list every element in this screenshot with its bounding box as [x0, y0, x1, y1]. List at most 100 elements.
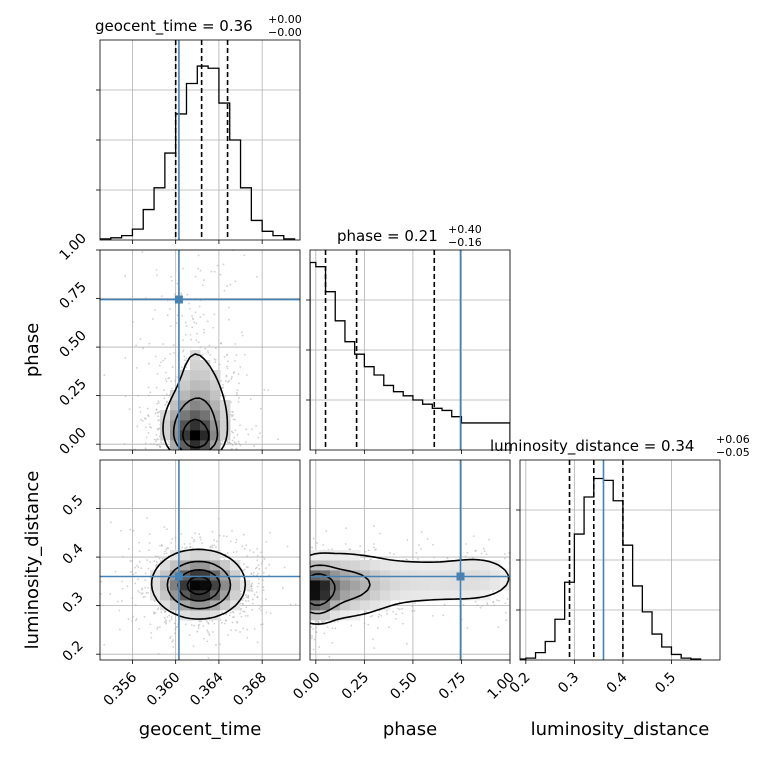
- sample-point: [256, 596, 259, 599]
- sample-point: [286, 559, 288, 561]
- sample-point: [475, 549, 477, 552]
- density-bin: [190, 610, 201, 621]
- sample-point: [411, 610, 414, 612]
- sample-point: [224, 458, 226, 460]
- sample-point: [301, 580, 303, 582]
- sample-point: [150, 466, 152, 468]
- sample-point: [220, 442, 223, 445]
- sample-point: [157, 438, 159, 440]
- sample-point: [147, 415, 150, 417]
- sample-point: [146, 407, 149, 410]
- sample-point: [301, 615, 303, 617]
- density-bin: [230, 580, 241, 591]
- sample-point: [296, 586, 298, 588]
- sample-point: [230, 447, 233, 450]
- x-tick-label-luminosity_distance: 0.5: [652, 670, 679, 697]
- sample-point: [269, 615, 271, 617]
- sample-point: [275, 613, 277, 615]
- sample-point: [194, 311, 197, 314]
- sample-point: [199, 538, 202, 541]
- sample-point: [207, 622, 210, 624]
- sample-point: [234, 343, 237, 345]
- sample-point: [219, 486, 221, 488]
- sample-point: [231, 410, 233, 413]
- sample-point: [301, 596, 303, 598]
- sample-point: [144, 586, 147, 589]
- sample-point: [157, 415, 160, 418]
- sample-point: [144, 447, 147, 450]
- sample-point: [308, 571, 310, 573]
- sample-point: [301, 625, 303, 627]
- sample-point: [181, 314, 184, 317]
- sample-point: [211, 228, 213, 230]
- sample-point: [232, 414, 234, 416]
- density-bin: [200, 430, 211, 441]
- sample-point: [182, 454, 184, 456]
- density-bin: [230, 590, 241, 601]
- sample-point: [305, 580, 307, 582]
- sample-point: [157, 428, 160, 431]
- sample-point: [184, 547, 186, 550]
- sample-point: [503, 553, 506, 555]
- sample-point: [295, 587, 297, 589]
- sample-point: [301, 576, 303, 578]
- sample-point: [226, 634, 229, 636]
- sample-point: [302, 563, 304, 565]
- sample-point: [173, 632, 176, 635]
- density-bin: [170, 430, 181, 441]
- sample-point: [202, 313, 205, 316]
- sample-point: [231, 444, 234, 446]
- title-luminosity-distance-main: luminosity_distance = 0.34: [490, 437, 694, 456]
- sample-point: [283, 574, 285, 576]
- sample-point: [202, 463, 204, 465]
- sample-point: [162, 442, 165, 445]
- contour-line: [172, 397, 219, 450]
- density-bin: [150, 580, 161, 591]
- sample-point: [207, 631, 210, 633]
- sample-point: [313, 638, 316, 641]
- density-bin: [410, 590, 421, 601]
- sample-point: [238, 442, 241, 445]
- sample-point: [316, 542, 318, 545]
- sample-point: [286, 587, 288, 589]
- sample-point: [163, 553, 166, 555]
- sample-point: [174, 628, 177, 631]
- sample-point: [242, 569, 245, 572]
- sample-point: [185, 325, 188, 327]
- sample-point: [121, 580, 124, 583]
- sample-point: [214, 347, 217, 350]
- sample-point: [234, 360, 236, 362]
- density-bin: [490, 570, 501, 581]
- sample-point: [184, 454, 186, 456]
- sample-point: [153, 612, 155, 615]
- sample-point: [199, 269, 202, 272]
- sample-point: [257, 582, 260, 585]
- sample-point: [205, 452, 207, 454]
- sample-point: [415, 551, 418, 554]
- sample-point: [325, 530, 328, 532]
- sample-point: [584, 579, 586, 581]
- sample-point: [144, 461, 146, 463]
- sample-point: [279, 591, 281, 593]
- density-bin: [160, 570, 171, 581]
- sample-point: [297, 596, 299, 598]
- sample-point: [157, 419, 160, 422]
- sample-point: [304, 596, 306, 598]
- sample-point: [189, 452, 191, 454]
- sample-point: [202, 454, 204, 456]
- sample-point: [195, 456, 197, 458]
- sample-point: [300, 591, 302, 593]
- sample-point: [253, 593, 256, 596]
- sample-point: [211, 455, 213, 457]
- sample-point: [303, 593, 305, 595]
- sample-point: [230, 442, 232, 445]
- sample-point: [194, 450, 196, 452]
- density-bin: [430, 590, 441, 601]
- sample-point: [238, 396, 240, 399]
- sample-point: [220, 611, 223, 614]
- sample-point: [303, 607, 305, 609]
- sample-point: [241, 599, 244, 601]
- sample-point: [488, 538, 491, 541]
- sample-point: [172, 344, 175, 347]
- density-bin: [150, 570, 161, 581]
